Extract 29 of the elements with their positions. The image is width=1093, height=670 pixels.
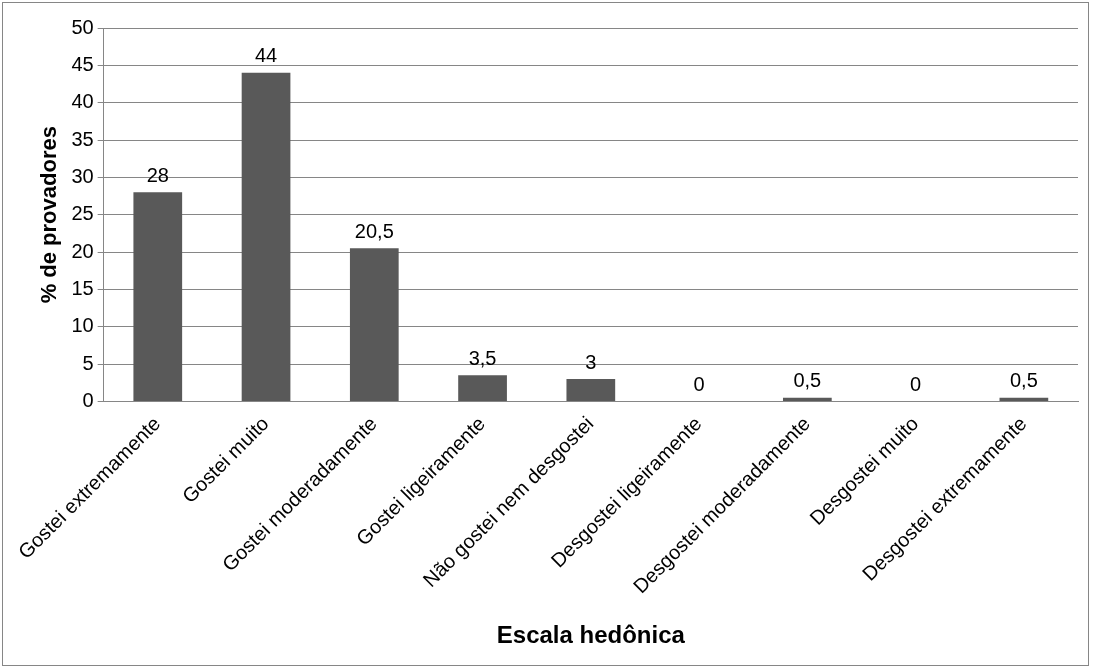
y-tick-label: 30 xyxy=(71,164,94,187)
y-tick-label: 25 xyxy=(71,202,94,225)
data-label: 3,5 xyxy=(468,346,497,369)
bar xyxy=(133,192,183,401)
data-label: 3 xyxy=(585,350,597,373)
data-label: 0 xyxy=(910,372,922,395)
y-tick-label: 35 xyxy=(71,127,94,150)
data-label: 0 xyxy=(693,372,705,395)
y-axis-title: % de provadores xyxy=(36,126,62,304)
y-tick-label: 20 xyxy=(71,239,94,262)
bar xyxy=(458,375,507,401)
y-tick-label: 45 xyxy=(71,52,94,75)
bar xyxy=(566,379,616,401)
y-tick-label: 10 xyxy=(71,314,94,337)
data-label: 44 xyxy=(254,44,278,67)
data-label: 0,5 xyxy=(1009,369,1038,392)
y-tick-label: 50 xyxy=(71,15,94,38)
y-tick-label: 5 xyxy=(82,351,94,374)
data-label: 0,5 xyxy=(793,369,822,392)
x-axis-title: Escala hedônica xyxy=(496,621,686,649)
y-tick-label: 15 xyxy=(71,276,94,299)
data-label: 28 xyxy=(146,163,169,186)
data-label: 20,5 xyxy=(354,219,394,242)
bar xyxy=(999,397,1049,401)
bar xyxy=(241,72,291,401)
bar xyxy=(782,397,832,401)
y-tick-label: 0 xyxy=(82,388,94,411)
y-tick-label: 40 xyxy=(71,90,94,113)
bar xyxy=(349,248,399,401)
